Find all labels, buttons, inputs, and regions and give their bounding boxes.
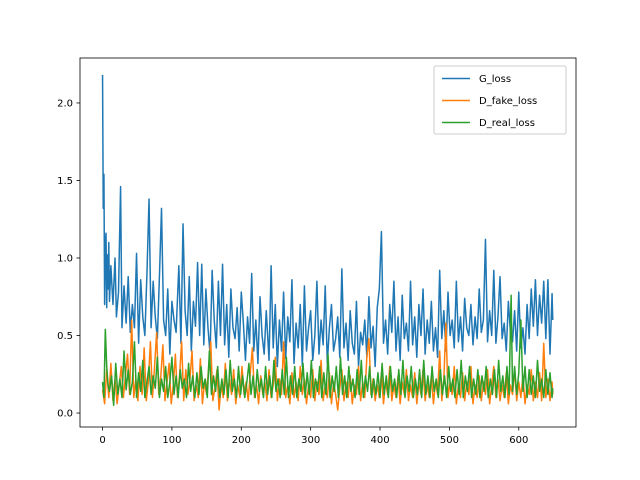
y-tick-label: 0.0 xyxy=(57,409,73,420)
legend-box xyxy=(433,65,567,135)
legend-label: D_real_loss xyxy=(479,118,535,129)
x-tick-label: 100 xyxy=(162,435,181,446)
x-tick-label: 200 xyxy=(232,435,251,446)
x-tick-label: 400 xyxy=(370,435,389,446)
series-line-g-loss xyxy=(101,75,554,368)
x-tick-label: 0 xyxy=(99,435,105,446)
x-tick-label: 600 xyxy=(509,435,528,446)
plot-area xyxy=(79,57,577,428)
axes-frame xyxy=(79,57,577,428)
legend-label: D_fake_loss xyxy=(479,96,537,107)
y-tick-label: 0.5 xyxy=(57,331,73,342)
x-axis: 0 100 200 300 400 500 600 xyxy=(99,427,528,446)
y-axis: 0.0 0.5 1.0 1.5 2.0 xyxy=(57,98,80,420)
y-tick-label: 2.0 xyxy=(57,98,73,109)
x-tick-label: 300 xyxy=(301,435,320,446)
legend-label: G_loss xyxy=(479,74,511,85)
series-line-d-real-loss xyxy=(101,294,554,407)
y-tick-label: 1.5 xyxy=(57,176,73,187)
legend: G_loss D_fake_loss D_real_loss xyxy=(433,65,567,135)
x-tick-label: 500 xyxy=(440,435,459,446)
series-layer xyxy=(101,75,554,411)
y-tick-label: 1.0 xyxy=(57,254,73,265)
